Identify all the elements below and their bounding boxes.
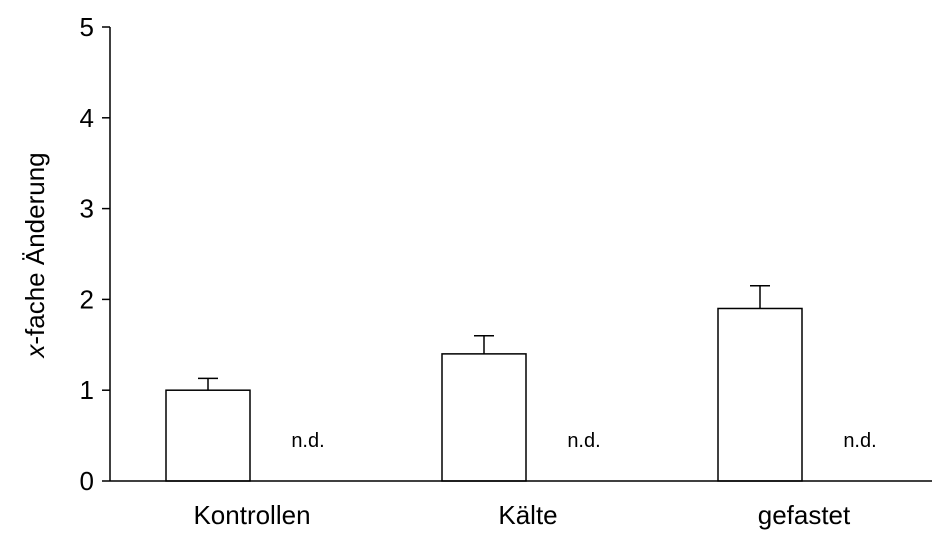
y-tick-label: 4 bbox=[80, 103, 94, 133]
y-tick-label: 5 bbox=[80, 12, 94, 42]
y-ticks-layer: 0 1 2 3 4 5 bbox=[80, 12, 110, 496]
x-category-label: gefastet bbox=[758, 500, 851, 530]
nd-annotation: n.d. bbox=[291, 430, 324, 452]
y-axis-label-rest: -fache Änderung bbox=[20, 152, 50, 344]
x-category-label: Kontrollen bbox=[193, 500, 310, 530]
y-axis-label-italic: x bbox=[20, 344, 50, 360]
bars-layer: n.d. n.d. n.d. bbox=[165, 285, 877, 482]
x-categories-layer: Kontrollen Kälte gefastet bbox=[193, 500, 851, 530]
bar bbox=[441, 353, 527, 482]
nd-annotation: n.d. bbox=[567, 430, 600, 452]
x-category-label: Kälte bbox=[498, 500, 557, 530]
bar bbox=[165, 389, 251, 482]
bar bbox=[717, 307, 803, 482]
nd-annotation: n.d. bbox=[843, 430, 876, 452]
y-tick-label: 3 bbox=[80, 194, 94, 224]
y-tick-label: 1 bbox=[80, 375, 94, 405]
axes-layer bbox=[109, 27, 932, 482]
y-tick-label: 0 bbox=[80, 466, 94, 496]
y-axis-label: x-fache Änderung bbox=[20, 152, 50, 359]
y-tick-label: 2 bbox=[80, 284, 94, 314]
